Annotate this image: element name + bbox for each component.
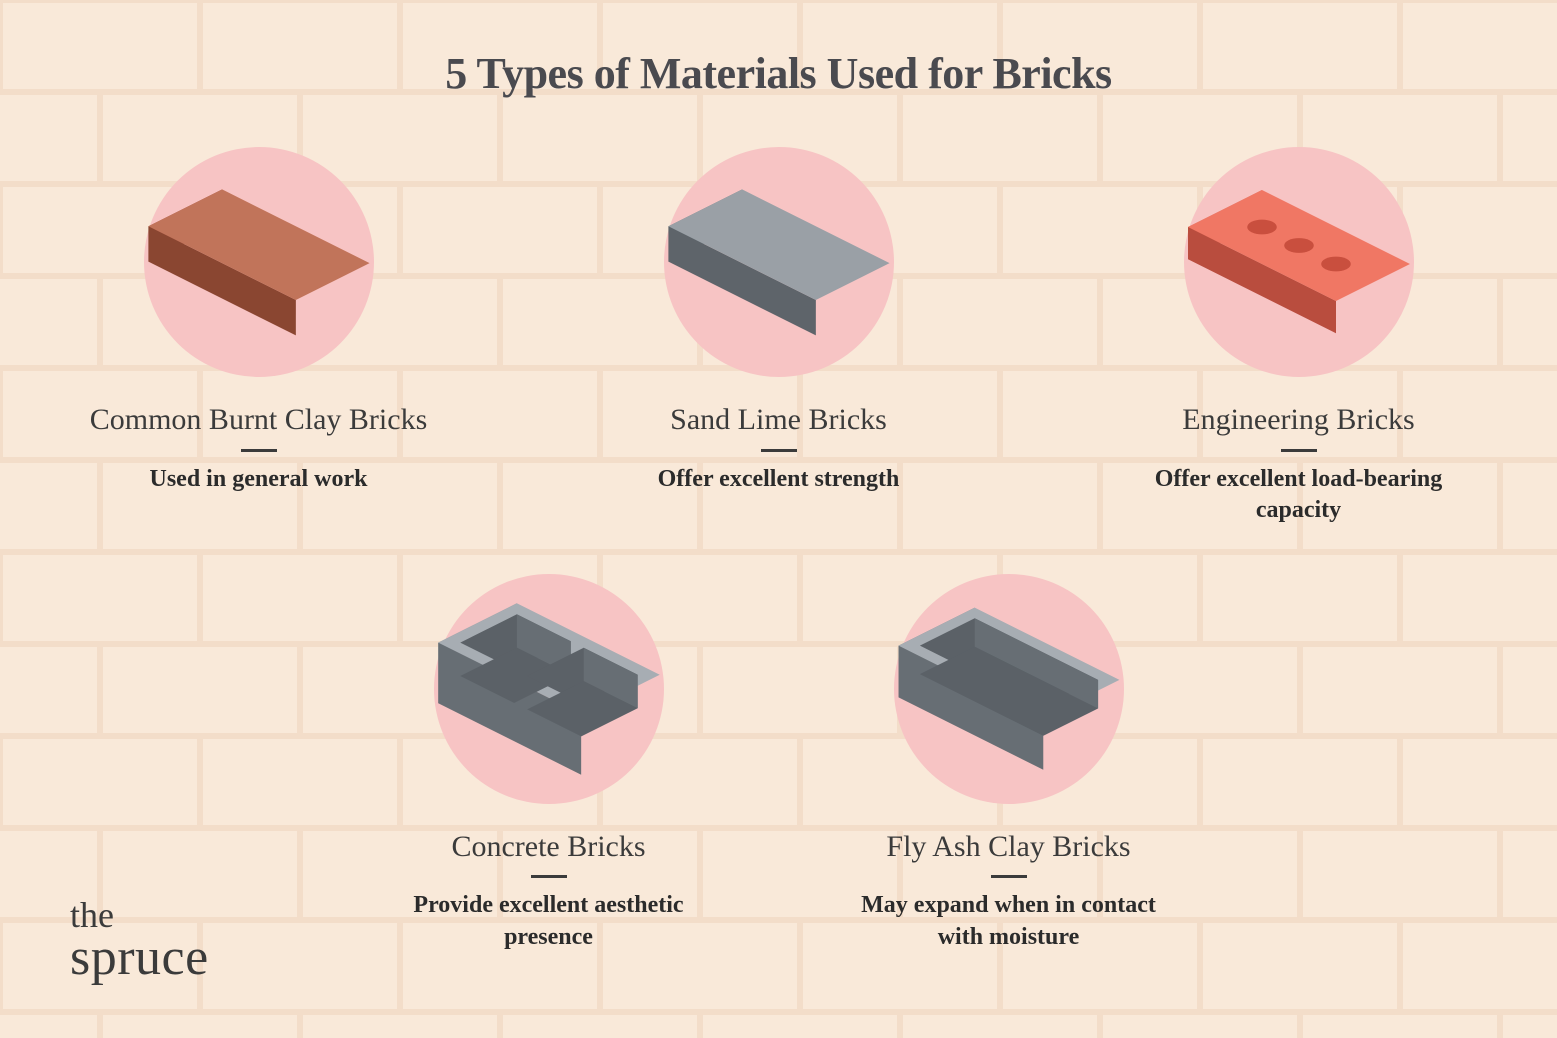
brick-item-desc: Provide excellent aesthetic presence (379, 890, 719, 952)
brick-illustration-circle (1184, 147, 1414, 377)
brick-item-desc: Offer excellent load-bearing capacity (1129, 464, 1469, 526)
brick-icon (664, 185, 894, 340)
brick-item-desc: Used in general work (150, 464, 368, 495)
divider (761, 449, 797, 452)
divider (991, 875, 1027, 878)
brick-illustration-circle (664, 147, 894, 377)
brick-illustration-circle (434, 574, 664, 804)
brick-item: Fly Ash Clay Bricks May expand when in co… (839, 574, 1179, 953)
brick-item-name: Engineering Bricks (1182, 401, 1414, 439)
brick-icon (144, 185, 374, 340)
infographic-content: 5 Types of Materials Used for Bricks Com… (0, 0, 1557, 1038)
brick-item-name: Common Burnt Clay Bricks (90, 401, 428, 439)
brick-item: Engineering Bricks Offer excellent load-b… (1129, 147, 1469, 526)
brick-item-desc: May expand when in contact with moisture (839, 890, 1179, 952)
brick-icon (434, 599, 664, 779)
brick-item: Common Burnt Clay Bricks Used in general … (89, 147, 429, 526)
brick-item-name: Sand Lime Bricks (670, 401, 887, 439)
brick-icon (1184, 186, 1414, 337)
items-row-bottom: Concrete Bricks Provide excellent aesthet… (379, 574, 1179, 953)
logo-line2: spruce (70, 933, 209, 982)
brick-item-desc: Offer excellent strength (658, 464, 900, 495)
logo-line1: the (70, 898, 209, 932)
brand-logo: the spruce (70, 898, 209, 982)
brick-item-name: Concrete Bricks (451, 828, 645, 866)
brick-illustration-circle (894, 574, 1124, 804)
page-title: 5 Types of Materials Used for Bricks (0, 0, 1557, 99)
brick-icon (894, 603, 1124, 774)
items-container: Common Burnt Clay Bricks Used in general … (0, 147, 1557, 953)
items-row-top: Common Burnt Clay Bricks Used in general … (89, 147, 1469, 526)
divider (241, 449, 277, 452)
brick-illustration-circle (144, 147, 374, 377)
brick-item: Sand Lime Bricks Offer excellent strength (609, 147, 949, 526)
brick-item-name: Fly Ash Clay Bricks (886, 828, 1130, 866)
brick-item: Concrete Bricks Provide excellent aesthet… (379, 574, 719, 953)
divider (531, 875, 567, 878)
divider (1281, 449, 1317, 452)
